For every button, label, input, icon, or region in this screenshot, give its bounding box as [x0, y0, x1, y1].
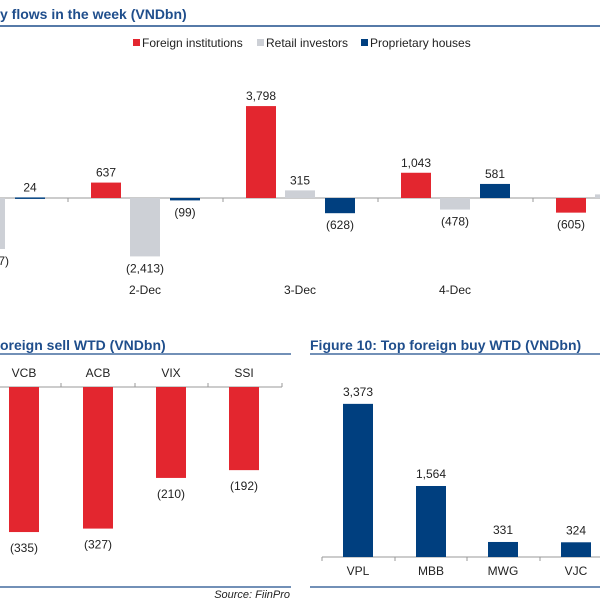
- data-label: 3,373: [343, 385, 373, 399]
- data-label: 315: [290, 173, 310, 187]
- bar-buy-VJC: [561, 542, 591, 557]
- x-tick-label: VCB: [12, 366, 37, 380]
- data-label: (327): [84, 538, 112, 552]
- legend-swatch-foreign: [133, 39, 140, 46]
- data-label: (192): [230, 479, 258, 493]
- legend-retail: Retail investors: [266, 36, 348, 50]
- bar-retail-investors-4-Dec: [440, 198, 470, 210]
- bar-buy-MWG: [488, 541, 518, 557]
- bar-sell-VIX: [156, 387, 186, 478]
- x-tick-label: VJC: [565, 564, 588, 578]
- bar-proprietary-houses-1-Dec: [15, 197, 45, 199]
- x-tick-label: VPL: [347, 564, 370, 578]
- x-tick-label: SSI: [234, 366, 253, 380]
- data-label: (2,413): [126, 261, 164, 275]
- data-label: 1,043: [401, 156, 431, 170]
- bar-sell-ACB: [83, 387, 113, 529]
- bar-retail-investors-5-Dec: [595, 194, 600, 198]
- legend: Foreign institutions Retail investors Pr…: [133, 36, 471, 50]
- data-label: 3,798: [246, 89, 276, 103]
- data-label: (478): [441, 215, 469, 229]
- chart-title-weekly-flows: y flows in the week (VNDbn): [0, 6, 187, 22]
- x-tick-label: 2-Dec: [129, 283, 161, 297]
- data-label: (99): [174, 205, 195, 219]
- legend-swatch-prop: [361, 39, 368, 46]
- data-label: 24: [23, 180, 37, 194]
- bar-proprietary-houses-4-Dec: [480, 183, 510, 198]
- bar-buy-MBB: [416, 485, 446, 557]
- source-note: Source: FiinPro: [214, 589, 290, 600]
- data-label: 324: [566, 523, 586, 537]
- bar-foreign-institutions-5-Dec: [556, 198, 586, 213]
- x-tick-label: 4-Dec: [439, 283, 471, 297]
- chart-title-foreign-buy: Figure 10: Top foreign buy WTD (VNDbn): [310, 337, 581, 353]
- data-label: 1,564: [416, 467, 446, 481]
- x-tick-label: MBB: [418, 564, 444, 578]
- bar-retail-investors-3-Dec: [285, 190, 315, 198]
- bar-retail-investors-2-Dec: [130, 198, 160, 257]
- bar-sell-VCB: [9, 387, 39, 533]
- data-label: 581: [485, 167, 505, 181]
- data-label: (2,107): [0, 254, 9, 268]
- data-label: (210): [157, 487, 185, 501]
- data-label: 331: [493, 523, 513, 537]
- legend-prop: Proprietary houses: [370, 36, 471, 50]
- bar-retail-investors-1-Dec: [0, 198, 5, 249]
- bar-foreign-institutions-3-Dec: [246, 106, 276, 198]
- data-label: 637: [96, 166, 116, 180]
- x-tick-label: 3-Dec: [284, 283, 316, 297]
- x-tick-label: ACB: [86, 366, 111, 380]
- data-label: (605): [557, 218, 585, 232]
- chart-title-foreign-sell: oreign sell WTD (VNDbn): [0, 337, 166, 353]
- x-tick-label: VIX: [161, 366, 180, 380]
- bar-proprietary-houses-3-Dec: [325, 198, 355, 214]
- x-tick-label: MWG: [488, 564, 519, 578]
- data-label: (335): [10, 541, 38, 555]
- bar-proprietary-houses-2-Dec: [170, 198, 200, 201]
- legend-foreign: Foreign institutions: [142, 36, 243, 50]
- bar-sell-SSI: [229, 387, 259, 471]
- bar-buy-VPL: [343, 403, 373, 557]
- bar-foreign-institutions-2-Dec: [91, 182, 121, 198]
- bar-foreign-institutions-4-Dec: [401, 172, 431, 198]
- data-label: (628): [326, 218, 354, 232]
- legend-swatch-retail: [257, 39, 264, 46]
